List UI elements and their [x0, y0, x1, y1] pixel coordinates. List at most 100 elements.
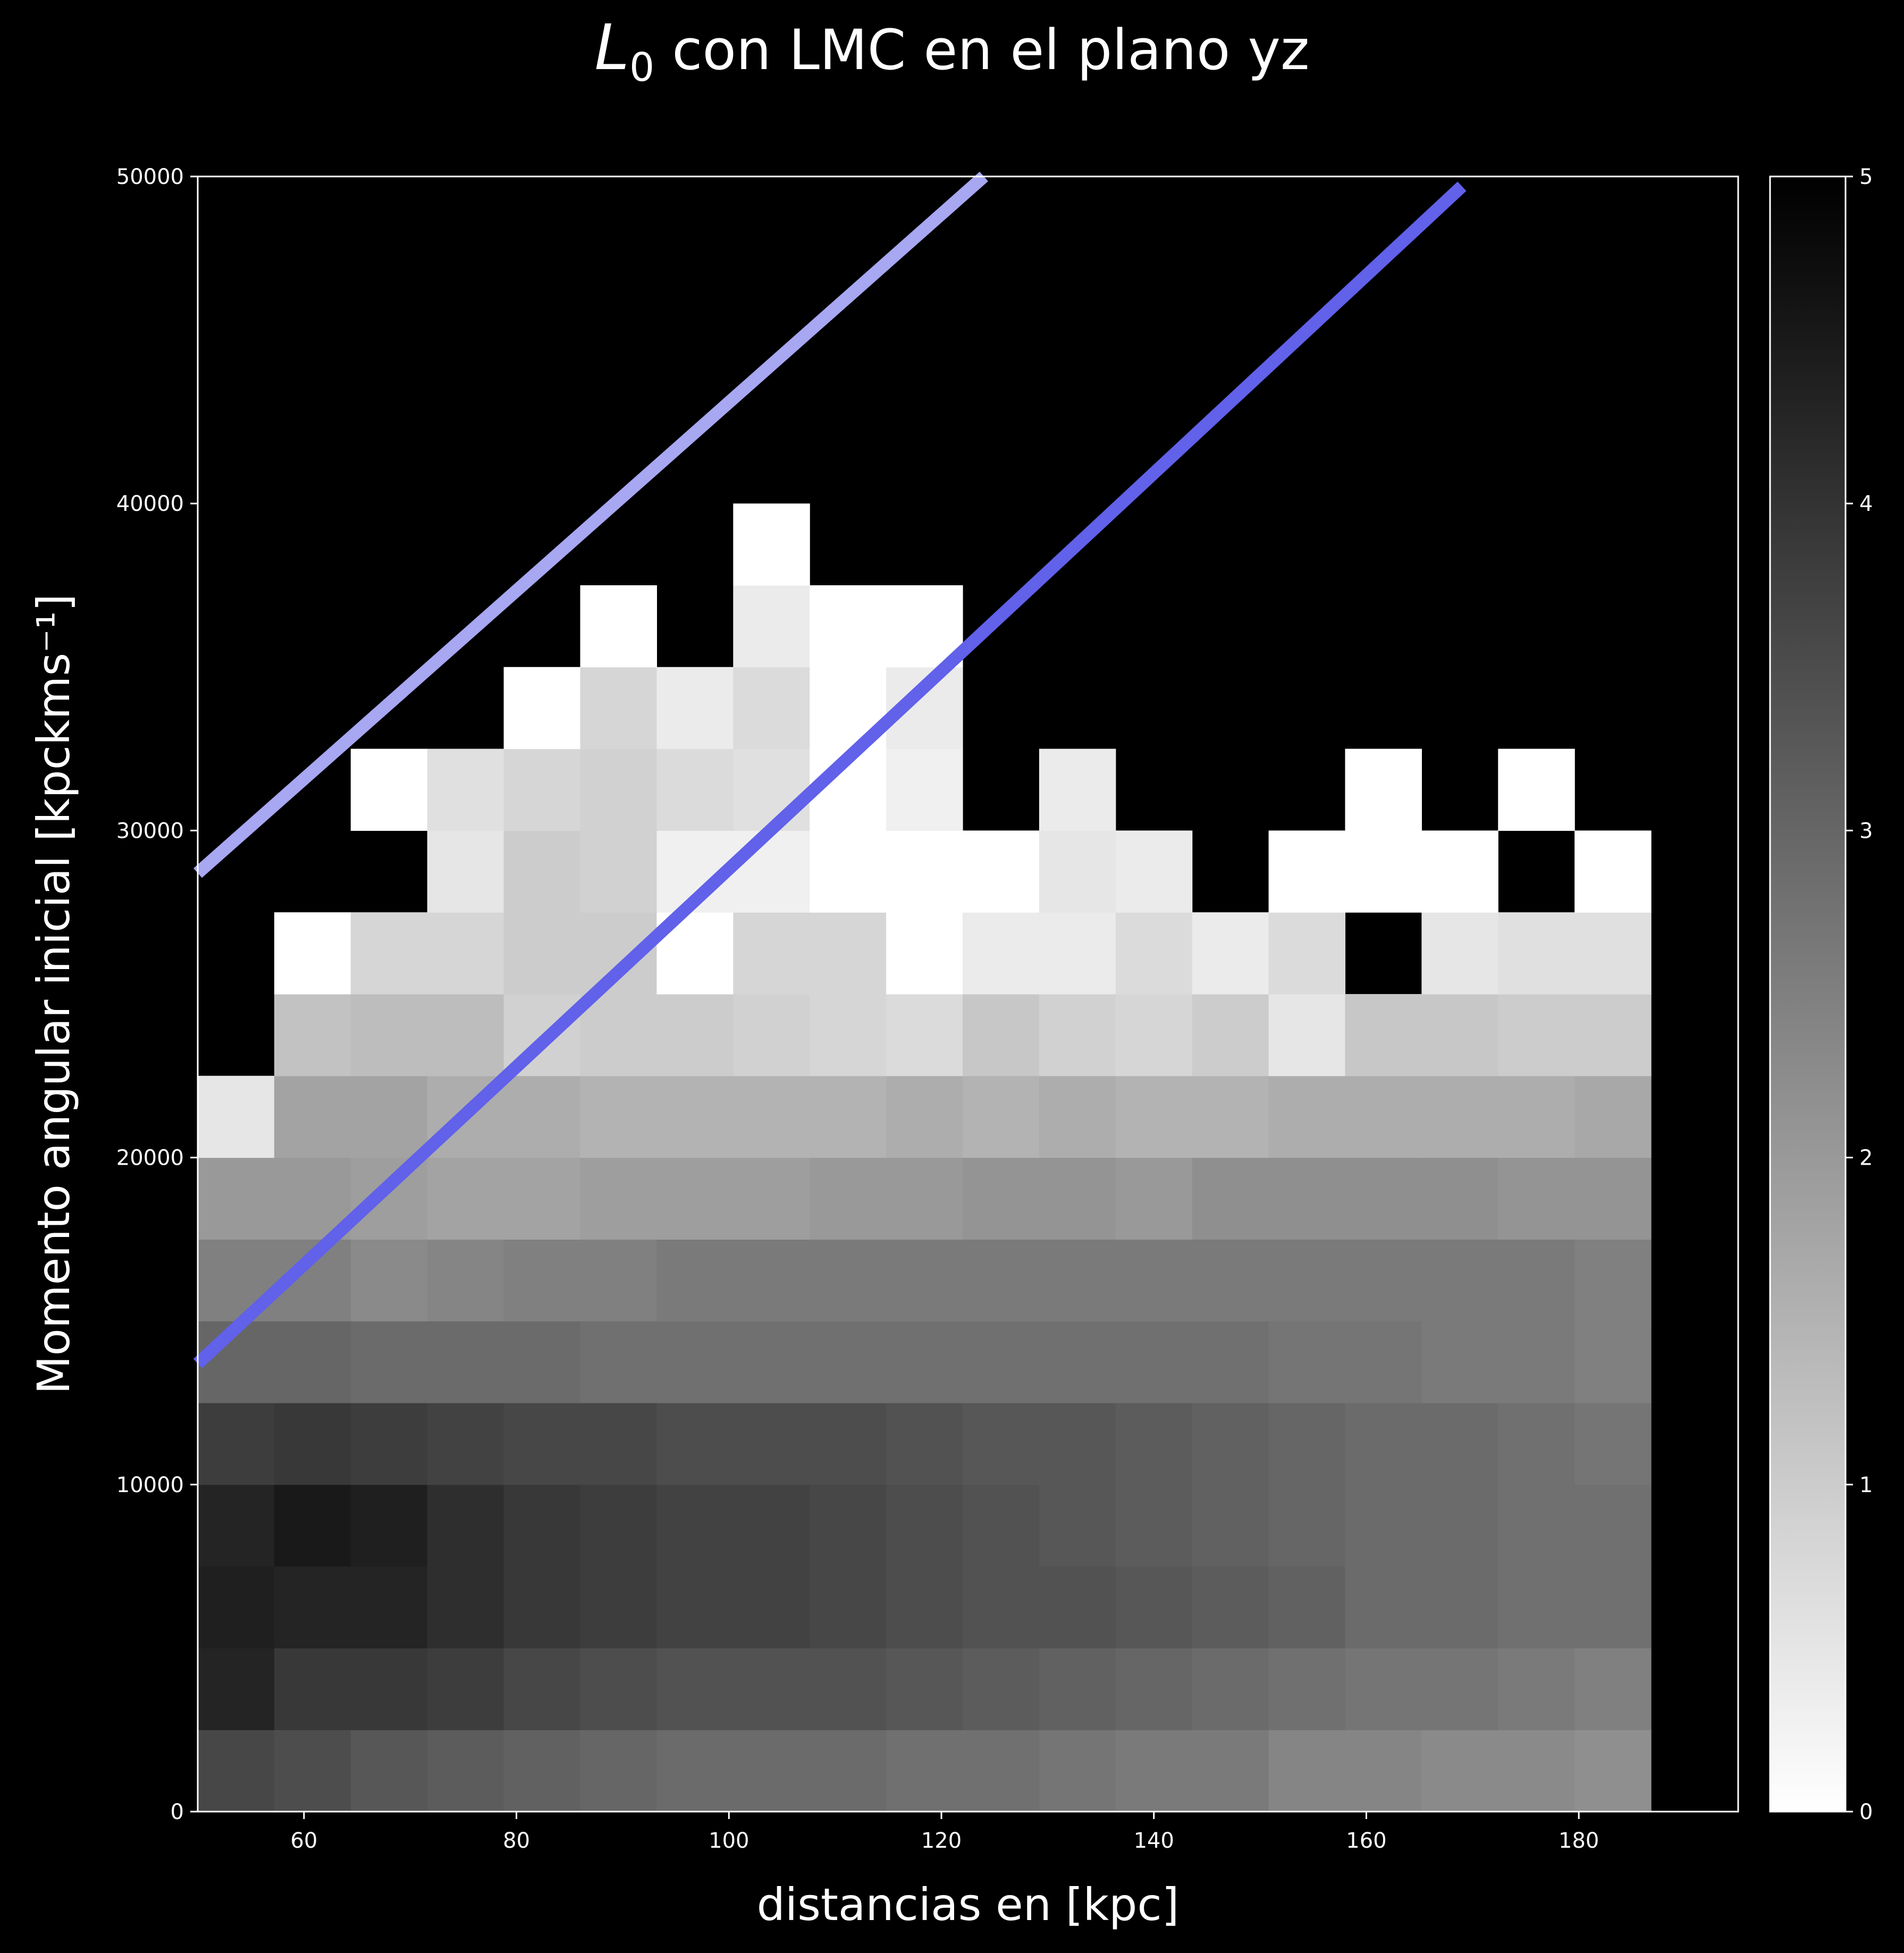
- heatmap-cell: [1574, 1730, 1652, 1812]
- heatmap-cell: [198, 1648, 275, 1730]
- heatmap-cell: [503, 1075, 581, 1158]
- heatmap-cell: [1421, 1730, 1498, 1812]
- heatmap-cell: [1574, 1403, 1652, 1485]
- heatmap-cell: [1039, 1321, 1116, 1403]
- x-axis-label: distancias en [kpc]: [757, 1879, 1180, 1931]
- heatmap-cell: [198, 1157, 275, 1240]
- heatmap-cell: [656, 1321, 734, 1403]
- heatmap-cell: [503, 1730, 581, 1812]
- x-tick-label: 60: [290, 1829, 317, 1853]
- heatmap-cell: [1039, 1566, 1116, 1648]
- x-tick-label: 100: [709, 1829, 749, 1853]
- heatmap-cell: [503, 1157, 581, 1240]
- heatmap-cell: [1115, 1566, 1193, 1648]
- heatmap-cell: [350, 1566, 428, 1648]
- heatmap-cell: [1421, 1075, 1498, 1158]
- heatmap-cell: [274, 1730, 351, 1812]
- heatmap-cell: [886, 994, 963, 1076]
- heatmap-cell: [503, 1321, 581, 1403]
- heatmap-cell: [580, 1075, 658, 1158]
- heatmap-cell: [503, 830, 581, 913]
- heatmap-cell: [350, 912, 428, 995]
- heatmap-cell: [1268, 1321, 1346, 1403]
- heatmap-cell: [274, 1075, 351, 1158]
- heatmap-cell: [1574, 1484, 1652, 1567]
- heatmap-cell: [1421, 1648, 1498, 1730]
- heatmap-cell: [963, 1730, 1040, 1812]
- heatmap-cell: [1039, 1730, 1116, 1812]
- y-axis-ticks: 0 10000 20000 30000 40000 50000: [116, 165, 198, 1824]
- heatmap-cell: [1421, 912, 1498, 995]
- heatmap-cell: [1574, 1157, 1652, 1240]
- heatmap-cell: [580, 1239, 658, 1321]
- x-tick-label: 180: [1558, 1829, 1599, 1853]
- y-tick-label: 30000: [116, 819, 184, 843]
- x-tick-label: 80: [503, 1829, 530, 1853]
- heatmap-cell: [963, 1075, 1040, 1158]
- heatmap-cell: [1498, 1321, 1575, 1403]
- heatmap-cell: [427, 748, 504, 831]
- heatmap-cell: [1574, 1075, 1652, 1158]
- heatmap-cell: [1345, 994, 1422, 1076]
- heatmap-cell: [1115, 1075, 1193, 1158]
- heatmap-cell: [1421, 1484, 1498, 1567]
- heatmap-cell: [1345, 1239, 1422, 1321]
- heatmap-cell: [1498, 1730, 1575, 1812]
- heatmap-cell: [656, 1075, 734, 1158]
- heatmap-cell: [1115, 1321, 1193, 1403]
- heatmap-cell: [1115, 830, 1193, 913]
- heatmap-cell: [274, 1648, 351, 1730]
- heatmap-cell: [1345, 1566, 1422, 1648]
- heatmap-cell: [1498, 1239, 1575, 1321]
- heatmap-cell: [350, 1484, 428, 1567]
- heatmap-cell: [1039, 1403, 1116, 1485]
- heatmap-cell: [1039, 1484, 1116, 1567]
- heatmap-cell: [1268, 1648, 1346, 1730]
- x-tick-label: 160: [1346, 1829, 1386, 1853]
- heatmap-cell: [886, 748, 963, 831]
- heatmap-cell: [1421, 1566, 1498, 1648]
- heatmap-cell: [1192, 1239, 1269, 1321]
- heatmap-cell: [427, 912, 504, 995]
- heatmap-cell: [427, 1157, 504, 1240]
- y-tick-label: 50000: [116, 165, 184, 189]
- heatmap-cell: [1039, 912, 1116, 995]
- heatmap-cell: [427, 830, 504, 913]
- heatmap-cell: [810, 912, 887, 995]
- heatmap-cell: [350, 748, 428, 831]
- heatmap-cell: [810, 830, 887, 913]
- heatmap-cell: [503, 667, 581, 750]
- heatmap-cell: [1268, 1484, 1346, 1567]
- heatmap-cell: [1268, 830, 1346, 913]
- heatmap-cell: [427, 1484, 504, 1567]
- heatmap-cell: [580, 1403, 658, 1485]
- heatmap-cell: [350, 1730, 428, 1812]
- y-tick-label: 40000: [116, 492, 184, 516]
- heatmap-cell: [580, 585, 658, 668]
- heatmap-cell: [1421, 994, 1498, 1076]
- heatmap-cell: [1421, 1239, 1498, 1321]
- x-tick-label: 140: [1134, 1829, 1174, 1853]
- heatmap-cell: [733, 1157, 810, 1240]
- heatmap-cell: [1268, 1157, 1346, 1240]
- heatmap-cell: [733, 503, 810, 586]
- heatmap-cell: [886, 1321, 963, 1403]
- heatmap-cell: [886, 1075, 963, 1158]
- heatmap-cell: [1345, 830, 1422, 913]
- heatmap-cell: [427, 1239, 504, 1321]
- heatmap-cell: [1498, 912, 1575, 995]
- heatmap-cell: [1498, 1566, 1575, 1648]
- heatmap-cell: [886, 1484, 963, 1567]
- plot-frame: [197, 175, 1739, 1813]
- heatmap-cell: [733, 667, 810, 750]
- heatmap-cell: [580, 830, 658, 913]
- heatmap-cell: [733, 1075, 810, 1158]
- heatmap-cell: [733, 1730, 810, 1812]
- heatmap-cell: [1574, 1648, 1652, 1730]
- heatmap-cell: [886, 1566, 963, 1648]
- heatmap-cell: [1192, 1566, 1269, 1648]
- heatmap-cell: [886, 585, 963, 668]
- heatmap-cell: [1498, 1648, 1575, 1730]
- heatmap-cell: [274, 994, 351, 1076]
- heatmap-cell: [733, 1321, 810, 1403]
